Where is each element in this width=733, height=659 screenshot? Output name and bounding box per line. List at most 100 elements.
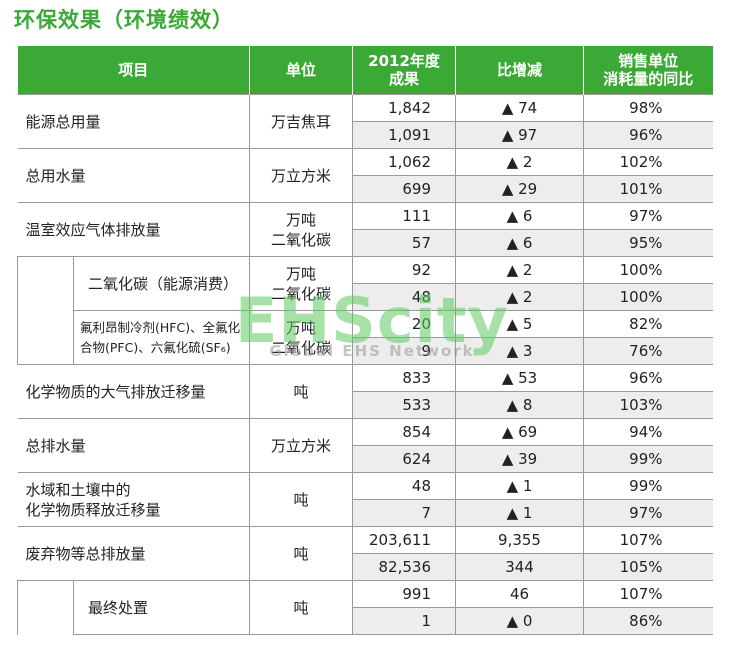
- result-value: 854: [352, 418, 457, 446]
- ratio-value: 96%: [583, 364, 713, 392]
- table-row: 624 ▲ 39 99%: [18, 445, 713, 473]
- ratio-value: 94%: [583, 418, 713, 446]
- result-value: 699: [352, 175, 457, 203]
- ratio-value: 99%: [583, 472, 713, 500]
- table-row: 废弃物等总排放量 吨 203,611 9,355 107%: [17, 526, 713, 581]
- result-value: 1,091: [352, 121, 457, 149]
- row-unit-text: 万吨 二氧化碳: [271, 264, 332, 303]
- row-item-text: 水域和土壤中的 化学物质释放迁移量: [25, 480, 161, 519]
- ratio-value: 103%: [583, 391, 713, 419]
- change-value: ▲ 1: [455, 472, 585, 500]
- ratio-value: 100%: [583, 256, 713, 284]
- change-value: ▲ 0: [455, 607, 585, 635]
- row-item: 总排水量: [17, 418, 251, 473]
- environmental-performance-table: 项目 单位 2012年度 成果 比增减 销售单位 消耗量的同比 能源总用量 万吉…: [17, 46, 713, 635]
- result-value: 1,062: [352, 148, 457, 176]
- change-value: ▲ 6: [455, 229, 585, 257]
- row-unit: 吨: [249, 472, 354, 527]
- sub-item-indent: [17, 580, 74, 635]
- result-value: 92: [352, 256, 457, 284]
- change-value: ▲ 97: [455, 121, 585, 149]
- change-value: ▲ 6: [455, 202, 585, 230]
- ratio-value: 95%: [583, 229, 713, 257]
- table-row: 699 ▲ 29 101%: [18, 175, 713, 203]
- row-item: 能源总用量: [17, 94, 251, 149]
- ratio-value: 82%: [583, 310, 713, 338]
- table-row: 最终处置 吨 991 46 107%: [17, 580, 713, 635]
- change-value: ▲ 2: [455, 256, 585, 284]
- row-unit: 吨: [249, 364, 354, 419]
- ratio-value: 76%: [583, 337, 713, 365]
- result-value: 991: [352, 580, 457, 608]
- table-row: 7 ▲ 1 97%: [18, 499, 713, 527]
- change-value: ▲ 2: [455, 283, 585, 311]
- table-row: 1,091 ▲ 97 96%: [18, 121, 713, 149]
- result-value: 111: [352, 202, 457, 230]
- row-unit: 万立方米: [249, 148, 354, 203]
- row-sub-item: 二氧化碳（能源消费）: [73, 256, 251, 311]
- table-row: 化学物质的大气排放迁移量 吨 833 ▲ 53 96%: [17, 364, 713, 419]
- result-value: 57: [352, 229, 457, 257]
- row-item: 温室效应气体排放量: [17, 202, 251, 257]
- table-row: 能源总用量 万吉焦耳 1,842 ▲ 74 98%: [17, 94, 713, 149]
- ratio-value: 107%: [583, 580, 713, 608]
- result-value: 533: [352, 391, 457, 419]
- table-row: 533 ▲ 8 103%: [18, 391, 713, 419]
- row-item: 总用水量: [17, 148, 251, 203]
- row-unit: 万吉焦耳: [249, 94, 354, 149]
- table-row: 总用水量 万立方米 1,062 ▲ 2 102%: [17, 148, 713, 203]
- change-value: ▲ 69: [455, 418, 585, 446]
- change-value: ▲ 5: [455, 310, 585, 338]
- change-value: 9,355: [455, 526, 585, 554]
- result-value: 1,842: [352, 94, 457, 122]
- row-unit: 万立方米: [249, 418, 354, 473]
- row-item: 废弃物等总排放量: [17, 526, 251, 581]
- change-value: ▲ 53: [455, 364, 585, 392]
- header-ratio-text: 销售单位 消耗量的同比: [603, 52, 694, 88]
- ratio-value: 96%: [583, 121, 713, 149]
- ratio-value: 97%: [583, 202, 713, 230]
- table-row: 总排水量 万立方米 854 ▲ 69 94%: [17, 418, 713, 473]
- ratio-value: 100%: [583, 283, 713, 311]
- result-value: 833: [352, 364, 457, 392]
- change-value: ▲ 3: [455, 337, 585, 365]
- row-sub-item: 最终处置: [73, 580, 251, 635]
- header-ratio: 销售单位 消耗量的同比: [583, 46, 713, 95]
- ratio-value: 98%: [583, 94, 713, 122]
- result-value: 48: [352, 472, 457, 500]
- row-unit: 万吨 二氧化碳: [249, 310, 354, 365]
- ratio-value: 105%: [583, 553, 713, 581]
- table-row: 温室效应气体排放量 万吨 二氧化碳 111 ▲ 6 97%: [17, 202, 713, 257]
- row-sub-item: 氟利昂制冷剂(HFC)、全氟化 合物(PFC)、六氟化硫(SF₆): [73, 310, 251, 365]
- header-result-text: 2012年度 成果: [368, 52, 440, 88]
- result-value: 1: [352, 607, 457, 635]
- header-result: 2012年度 成果: [352, 46, 456, 95]
- row-sub-item-text: 氟利昂制冷剂(HFC)、全氟化 合物(PFC)、六氟化硫(SF₆): [80, 319, 241, 355]
- sub-item-indent: [17, 256, 74, 365]
- ratio-value: 107%: [583, 526, 713, 554]
- row-unit: 吨: [249, 580, 354, 635]
- row-unit-text: 万吨 二氧化碳: [271, 210, 332, 249]
- header-item: 项目: [17, 46, 250, 95]
- change-value: ▲ 29: [455, 175, 585, 203]
- result-value: 624: [352, 445, 457, 473]
- result-value: 82,536: [352, 553, 457, 581]
- result-value: 48: [352, 283, 457, 311]
- ratio-value: 86%: [583, 607, 713, 635]
- row-unit: 万吨 二氧化碳: [249, 202, 354, 257]
- ratio-value: 99%: [583, 445, 713, 473]
- ratio-value: 101%: [583, 175, 713, 203]
- table-row: 57 ▲ 6 95%: [18, 229, 713, 257]
- row-unit-text: 万吨 二氧化碳: [271, 318, 332, 357]
- table-row: 48 ▲ 2 100%: [18, 283, 713, 311]
- row-item: 水域和土壤中的 化学物质释放迁移量: [17, 472, 251, 527]
- header-change: 比增减: [455, 46, 584, 95]
- row-item: 化学物质的大气排放迁移量: [17, 364, 251, 419]
- change-value: ▲ 1: [455, 499, 585, 527]
- table-row: 82,536 344 105%: [18, 553, 713, 581]
- page-title: 环保效果（环境绩效）: [14, 8, 234, 32]
- row-unit: 万吨 二氧化碳: [249, 256, 354, 311]
- result-value: 9: [352, 337, 457, 365]
- table-row: 二氧化碳（能源消费） 万吨 二氧化碳 92 ▲ 2 100%: [17, 256, 713, 365]
- change-value: ▲ 2: [455, 148, 585, 176]
